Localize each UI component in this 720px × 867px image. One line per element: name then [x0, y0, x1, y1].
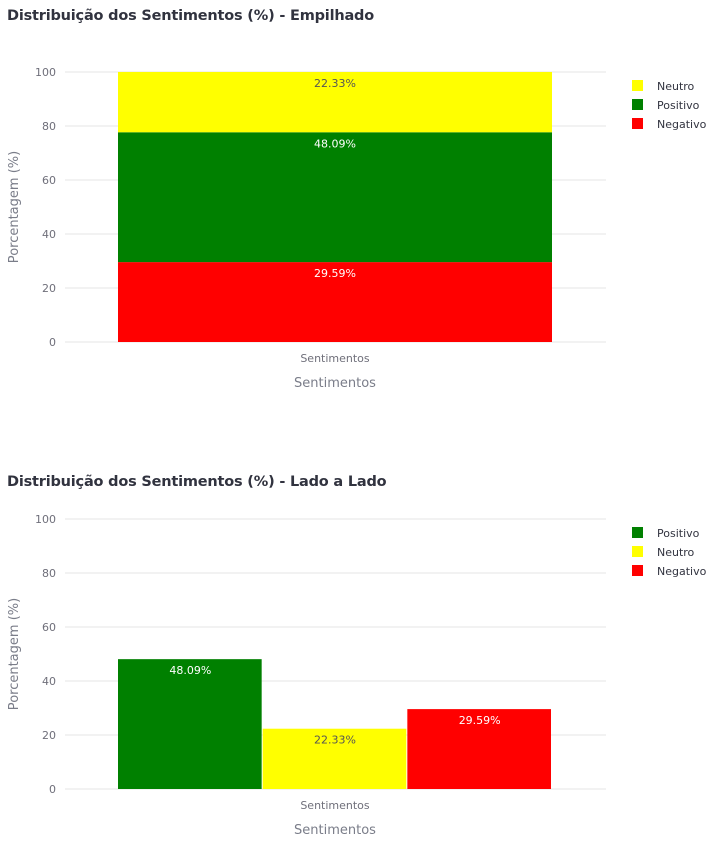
y-tick-label: 20: [42, 282, 56, 295]
legend-swatch-positivo: [632, 527, 643, 538]
bar-neutro: [118, 71, 552, 133]
y-tick-label: 100: [35, 513, 56, 526]
legend-label-negativo: Negativo: [657, 118, 707, 131]
bar-negativo: [407, 709, 551, 789]
y-tick-label: 40: [42, 228, 56, 241]
chart-title-grouped: Distribuição dos Sentimentos (%) - Lado …: [7, 474, 387, 490]
legend-label-positivo: Positivo: [657, 527, 700, 540]
legend-label-negativo: Negativo: [657, 565, 707, 578]
chart-title-stacked: Distribuição dos Sentimentos (%) - Empil…: [7, 8, 374, 24]
x-tick-label: Sentimentos: [300, 799, 370, 812]
y-tick-label: 80: [42, 120, 56, 133]
y-tick-label: 100: [35, 66, 56, 79]
x-axis-label: Sentimentos: [294, 823, 376, 838]
y-tick-label: 0: [49, 783, 56, 796]
bar-neutro: [262, 728, 407, 789]
legend-swatch-negativo: [632, 565, 643, 576]
y-tick-label: 80: [42, 567, 56, 580]
x-tick-label: Sentimentos: [300, 352, 370, 365]
bar-positivo: [118, 659, 262, 789]
legend-swatch-negativo: [632, 118, 643, 129]
y-tick-label: 40: [42, 675, 56, 688]
stacked-bar-chart: 0 20 40 60 80 100 Porcentagem (%) Sentimentos Se…: [7, 66, 707, 391]
data-label-neutro: 22.33%: [314, 734, 356, 747]
legend-label-neutro: Neutro: [657, 80, 695, 93]
bar-positivo: [118, 132, 552, 263]
y-tick-label: 60: [42, 621, 56, 634]
y-tick-label: 20: [42, 729, 56, 742]
data-label-positivo: 48.09%: [169, 664, 211, 677]
legend-swatch-neutro: [632, 80, 643, 91]
grouped-bar-chart: 0 20 40 60 80 100 Porcentagem (%) Sentimentos Se…: [7, 513, 707, 838]
legend-swatch-neutro: [632, 546, 643, 557]
y-tick-label: 0: [49, 336, 56, 349]
x-axis-label: Sentimentos: [294, 376, 376, 391]
data-label-positivo: 48.09%: [314, 137, 356, 150]
bar-negativo: [118, 262, 552, 342]
data-label-negativo: 29.59%: [314, 267, 356, 280]
legend-swatch-positivo: [632, 99, 643, 110]
y-tick-label: 60: [42, 174, 56, 187]
data-label-negativo: 29.59%: [459, 714, 501, 727]
legend-label-neutro: Neutro: [657, 546, 695, 559]
y-axis-label: Porcentagem (%): [7, 598, 22, 710]
legend-label-positivo: Positivo: [657, 99, 700, 112]
y-axis-label: Porcentagem (%): [7, 151, 22, 263]
data-label-neutro: 22.33%: [314, 77, 356, 90]
